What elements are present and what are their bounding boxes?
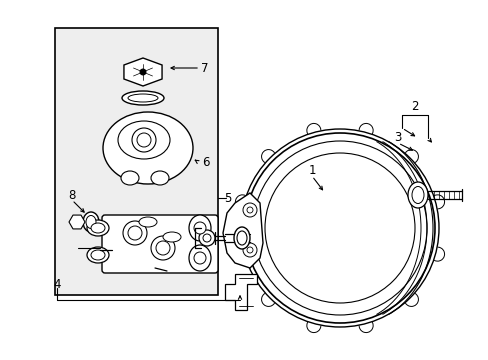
Text: 4: 4 bbox=[53, 278, 61, 291]
Ellipse shape bbox=[87, 247, 109, 263]
Circle shape bbox=[264, 153, 414, 303]
Circle shape bbox=[194, 222, 205, 234]
Text: 6: 6 bbox=[202, 156, 209, 168]
Ellipse shape bbox=[121, 171, 139, 185]
Polygon shape bbox=[123, 58, 162, 86]
Circle shape bbox=[243, 203, 257, 217]
Ellipse shape bbox=[91, 223, 105, 233]
Circle shape bbox=[203, 234, 210, 242]
Ellipse shape bbox=[237, 231, 246, 245]
Circle shape bbox=[244, 133, 434, 323]
Circle shape bbox=[140, 69, 146, 75]
Ellipse shape bbox=[411, 186, 423, 203]
Ellipse shape bbox=[139, 217, 157, 227]
Circle shape bbox=[123, 221, 147, 245]
Ellipse shape bbox=[103, 112, 193, 184]
Ellipse shape bbox=[91, 250, 105, 260]
Text: 5: 5 bbox=[224, 192, 231, 204]
Ellipse shape bbox=[151, 171, 169, 185]
Ellipse shape bbox=[163, 232, 181, 242]
Ellipse shape bbox=[86, 216, 96, 229]
Polygon shape bbox=[69, 215, 85, 229]
Ellipse shape bbox=[118, 121, 170, 159]
Ellipse shape bbox=[189, 215, 210, 241]
Polygon shape bbox=[224, 274, 257, 310]
Circle shape bbox=[137, 133, 151, 147]
Text: 7: 7 bbox=[201, 62, 208, 75]
Text: 2: 2 bbox=[410, 99, 418, 113]
FancyBboxPatch shape bbox=[102, 215, 218, 273]
Ellipse shape bbox=[189, 245, 210, 271]
Ellipse shape bbox=[83, 212, 99, 232]
Ellipse shape bbox=[87, 220, 109, 236]
Circle shape bbox=[151, 236, 175, 260]
Circle shape bbox=[156, 241, 170, 255]
Circle shape bbox=[132, 128, 156, 152]
Circle shape bbox=[128, 226, 142, 240]
Ellipse shape bbox=[122, 91, 163, 105]
Text: 3: 3 bbox=[393, 131, 401, 144]
Text: 8: 8 bbox=[68, 189, 76, 202]
Circle shape bbox=[199, 230, 215, 246]
Ellipse shape bbox=[407, 182, 427, 208]
Circle shape bbox=[252, 141, 426, 315]
Ellipse shape bbox=[128, 94, 158, 102]
Circle shape bbox=[246, 247, 252, 253]
Circle shape bbox=[194, 252, 205, 264]
Ellipse shape bbox=[234, 227, 249, 249]
Polygon shape bbox=[223, 193, 263, 268]
Text: 1: 1 bbox=[307, 163, 315, 176]
Bar bbox=[55, 28, 218, 295]
Circle shape bbox=[246, 207, 252, 213]
Circle shape bbox=[243, 243, 257, 257]
